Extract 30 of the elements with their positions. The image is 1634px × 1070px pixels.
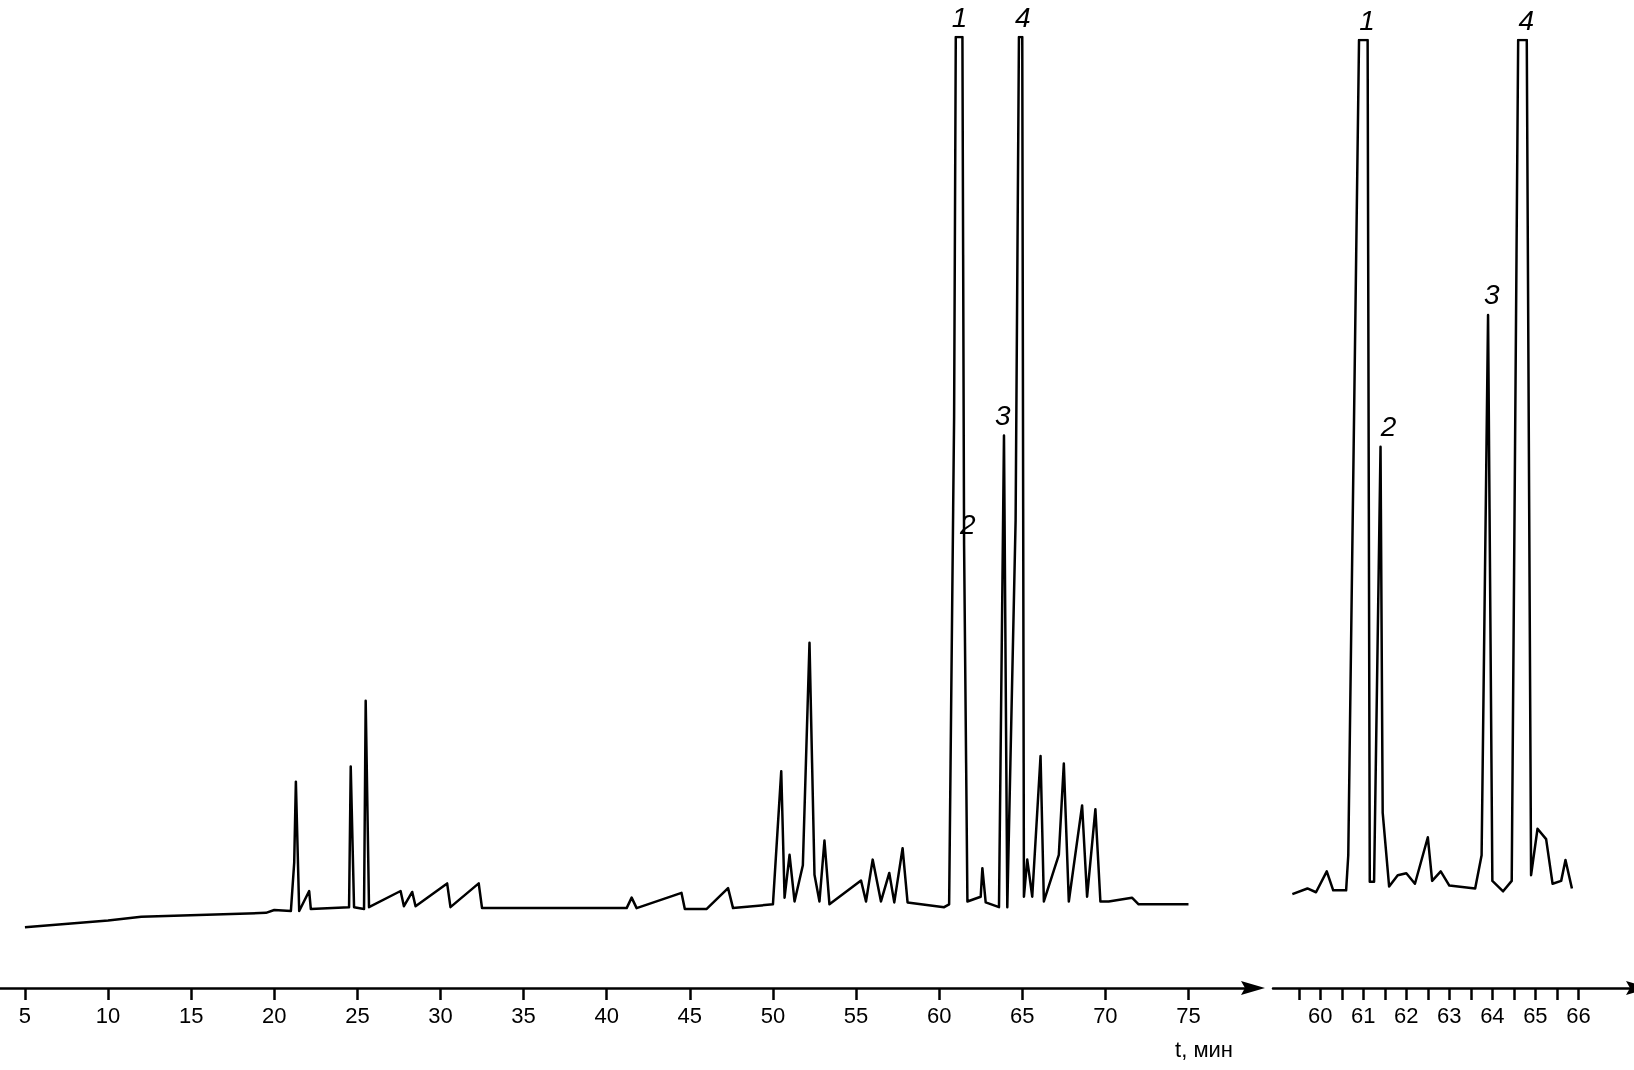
x-tick-label: 35: [511, 1002, 536, 1028]
x-tick-label: 30: [428, 1002, 453, 1028]
x-tick-label: 61: [1351, 1002, 1376, 1028]
x-tick-label: 60: [1308, 1002, 1333, 1028]
x-tick-label: 63: [1437, 1002, 1462, 1028]
x-tick-label: 10: [95, 1002, 121, 1028]
x-tick-label: 40: [594, 1002, 619, 1028]
x-tick-label: 20: [262, 1002, 287, 1028]
x-tick-label: 70: [1093, 1002, 1118, 1028]
annotation: 2: [1379, 411, 1397, 443]
x-tick-label: 66: [1566, 1002, 1591, 1028]
x-tick-label: 64: [1480, 1002, 1505, 1028]
annotation: 1: [951, 1, 968, 33]
x-tick-label: 55: [843, 1002, 869, 1028]
x-tick-label: 15: [178, 1002, 204, 1028]
annotation: 4: [1014, 1, 1031, 33]
x-axis-title: t, мин: [1175, 1036, 1233, 1062]
annotation: 3: [1484, 279, 1501, 311]
x-tick-label: 60: [926, 1002, 952, 1028]
x-tick-label: 65: [1010, 1002, 1035, 1028]
x-tick-label: 75: [1176, 1002, 1201, 1028]
x-tick-label: 50: [760, 1002, 786, 1028]
x-tick-label: 62: [1394, 1002, 1419, 1028]
annotation: 3: [994, 399, 1011, 431]
x-tick-label: 45: [677, 1002, 703, 1028]
x-tick-label: 5: [18, 1002, 32, 1028]
annotation: 1: [1359, 4, 1375, 36]
annotation: 4: [1518, 4, 1535, 36]
x-tick-label: 65: [1523, 1002, 1548, 1028]
x-tick-label: 25: [345, 1002, 370, 1028]
